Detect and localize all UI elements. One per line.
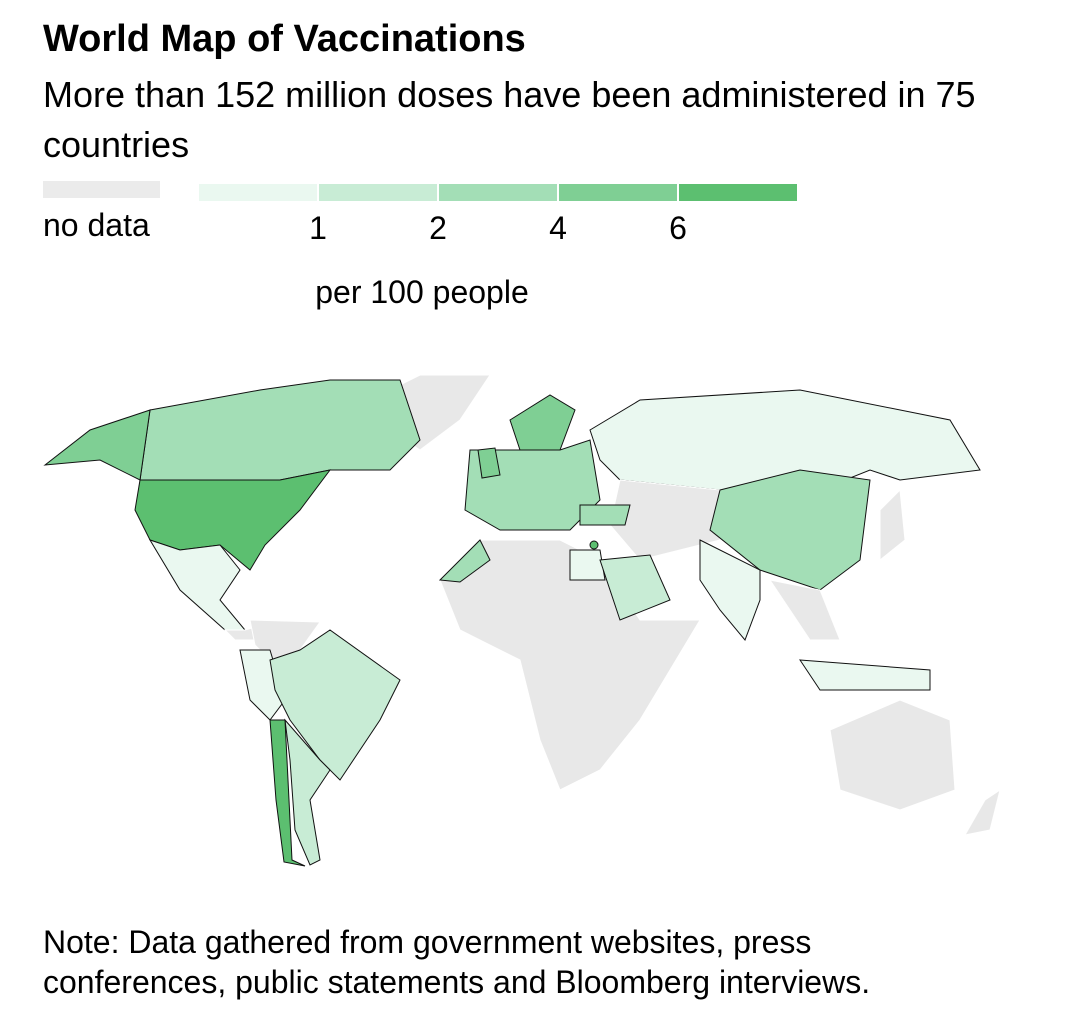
southeast-asia xyxy=(768,579,841,641)
israel xyxy=(589,540,599,550)
brazil xyxy=(269,629,401,781)
note: Note: Data gathered from government webs… xyxy=(43,924,871,1000)
scandinavia xyxy=(509,394,576,451)
uk xyxy=(477,447,501,479)
legend: no data per 100 people 1 2 4 6 xyxy=(43,181,797,310)
turkey xyxy=(579,504,631,526)
legend-unit: per 100 people xyxy=(315,274,529,310)
no-data-swatch xyxy=(43,181,160,198)
africa xyxy=(439,539,701,791)
usa xyxy=(134,469,332,571)
russia xyxy=(589,389,981,491)
egypt xyxy=(569,549,606,581)
saudi-arabia xyxy=(599,554,671,621)
chile xyxy=(269,719,306,867)
new-zealand xyxy=(964,788,1001,836)
alaska xyxy=(43,409,151,481)
legend-swatch xyxy=(439,184,557,201)
legend-tick-label: 1 xyxy=(309,210,327,246)
no-data-label: no data xyxy=(43,207,150,243)
legend-swatch xyxy=(559,184,677,201)
subtitle: More than 152 million doses have been ad… xyxy=(43,74,976,165)
world-map xyxy=(43,374,1001,867)
canada xyxy=(139,379,421,481)
legend-swatch xyxy=(679,184,797,201)
mexico xyxy=(148,539,247,631)
legend-tick-label: 2 xyxy=(429,210,447,246)
china xyxy=(709,469,871,591)
legend-swatch xyxy=(199,184,317,201)
australia xyxy=(829,699,956,811)
europe xyxy=(464,439,601,531)
indonesia xyxy=(799,659,931,691)
legend-swatch xyxy=(319,184,437,201)
india xyxy=(699,539,761,641)
legend-tick-label: 6 xyxy=(669,210,687,246)
morocco xyxy=(438,539,491,583)
legend-tick-label: 4 xyxy=(549,210,567,246)
japan xyxy=(879,488,906,562)
title: World Map of Vaccinations xyxy=(43,18,526,60)
argentina xyxy=(284,718,331,866)
